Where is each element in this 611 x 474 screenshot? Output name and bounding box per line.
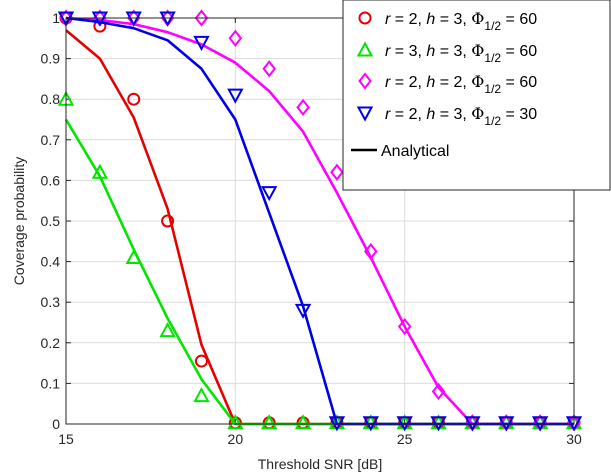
simulation-point (159, 322, 176, 338)
simulation-point (431, 382, 446, 401)
legend-entry: r = 3, h = 3, Φ1/2 = 60 (356, 41, 537, 65)
simulation-point (227, 88, 244, 104)
simulation-point (91, 163, 109, 179)
legend-marker (358, 11, 372, 25)
legend-marker (356, 106, 374, 122)
y-tick-label: 1 (52, 10, 60, 26)
legend-entry-analytical: Analytical (351, 143, 449, 160)
simulation-point (362, 416, 379, 432)
legend-marker (358, 72, 372, 90)
simulation-point (127, 92, 141, 106)
x-tick-label: 15 (58, 431, 74, 447)
legend-entry: r = 2, h = 2, Φ1/2 = 60 (358, 72, 537, 96)
simulation-point (464, 416, 481, 432)
legend-label: r = 2, h = 3, Φ1/2 = 30 (385, 104, 537, 128)
y-tick-label: 0.9 (41, 51, 61, 67)
y-tick-label: 0 (52, 416, 60, 432)
y-tick-label: 0.4 (41, 254, 61, 270)
legend-label-analytical: Analytical (381, 143, 449, 160)
legend-label: r = 3, h = 3, Φ1/2 = 60 (385, 41, 537, 65)
legend-entry: r = 2, h = 3, Φ1/2 = 30 (356, 104, 537, 128)
y-tick-label: 0.3 (41, 294, 61, 310)
simulation-point (262, 60, 276, 78)
simulation-point (397, 317, 412, 336)
simulation-point (161, 214, 175, 228)
simulation-point (261, 186, 278, 202)
simulation-point (125, 248, 142, 265)
simulation-point (194, 9, 209, 27)
simulation-point (328, 416, 346, 432)
simulation-point (296, 98, 310, 116)
axes: 15 20 25 30 0 0.1 0.2 0.3 0.4 0.5 0.6 0.7 0.8 0.9 1 (41, 10, 582, 447)
y-tick-label: 0.6 (41, 172, 61, 188)
simulation-point (193, 35, 210, 51)
x-tick-label: 30 (566, 431, 582, 447)
y-axis-label: Coverage probability (11, 157, 27, 285)
simulation-point (364, 242, 378, 261)
simulation-point (261, 414, 278, 430)
simulation-point (430, 416, 447, 432)
x-axis-label: Threshold SNR [dB] (258, 456, 383, 472)
y-tick-label: 0.1 (41, 375, 61, 391)
y-tick-label: 0.8 (41, 91, 61, 107)
legend-box (342, 0, 611, 191)
x-tick-label: 20 (228, 431, 244, 447)
simulation-point (294, 303, 312, 319)
simulation-point (498, 416, 515, 432)
legend-label: r = 2, h = 3, Φ1/2 = 60 (385, 9, 537, 33)
x-tick-label: 25 (397, 431, 413, 447)
plot-frame (65, 17, 575, 425)
y-tick-label: 0.5 (41, 213, 61, 229)
simulation-point (194, 354, 208, 368)
simulation-point (227, 414, 244, 430)
legend-entry: r = 2, h = 3, Φ1/2 = 60 (358, 9, 537, 33)
simulation-point (228, 29, 243, 47)
legend-label: r = 2, h = 2, Φ1/2 = 60 (385, 72, 537, 96)
simulation-point (294, 414, 312, 430)
legend-marker (356, 41, 374, 57)
y-tick-label: 0.7 (41, 132, 61, 148)
simulation-point (396, 416, 413, 432)
simulation-point (193, 386, 210, 403)
legend: r = 2, h = 3, Φ1/2 = 60 r = 3, h = 3, Φ1/… (342, 0, 611, 191)
simulation-point (330, 163, 344, 181)
y-tick-label: 0.2 (41, 335, 61, 351)
simulation-point (531, 416, 549, 432)
